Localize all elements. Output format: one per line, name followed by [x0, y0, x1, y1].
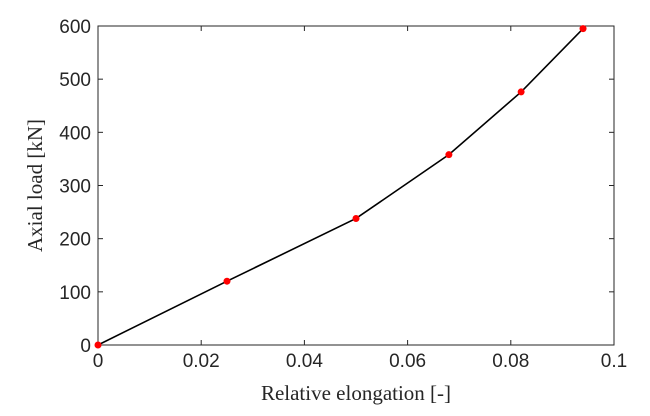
plot-frame [97, 25, 615, 346]
y-tick-label: 200 [59, 230, 91, 251]
y-axis-label: Axial load [kN] [23, 119, 47, 252]
y-axis: 0 100 200 300 400 500 600 [59, 17, 614, 357]
y-tick-label: 100 [59, 283, 91, 304]
y-tick-label: 400 [59, 123, 91, 144]
plot-box [97, 25, 615, 346]
x-axis-label: Relative elongation [-] [261, 381, 451, 405]
x-tick-label: 0 [93, 351, 104, 372]
x-tick-label: 0.04 [286, 351, 323, 372]
y-tick-label: 600 [59, 17, 91, 38]
series-line [97, 28, 584, 346]
x-tick-label: 0.02 [183, 351, 220, 372]
data-point [223, 277, 231, 285]
series-layer [94, 25, 587, 349]
y-tick-label: 0 [80, 336, 91, 357]
data-point [352, 214, 360, 222]
data-point [445, 151, 453, 159]
x-tick-label: 0.08 [492, 351, 529, 372]
data-point [517, 88, 525, 96]
x-tick-label: 0.1 [601, 351, 627, 372]
y-tick-label: 500 [59, 70, 91, 91]
x-tick-label: 0.06 [389, 351, 426, 372]
data-point [579, 25, 587, 33]
y-tick-label: 300 [59, 177, 91, 198]
data-point [94, 341, 102, 349]
x-axis: 0 0.02 0.04 0.06 0.08 0.1 [93, 26, 627, 372]
